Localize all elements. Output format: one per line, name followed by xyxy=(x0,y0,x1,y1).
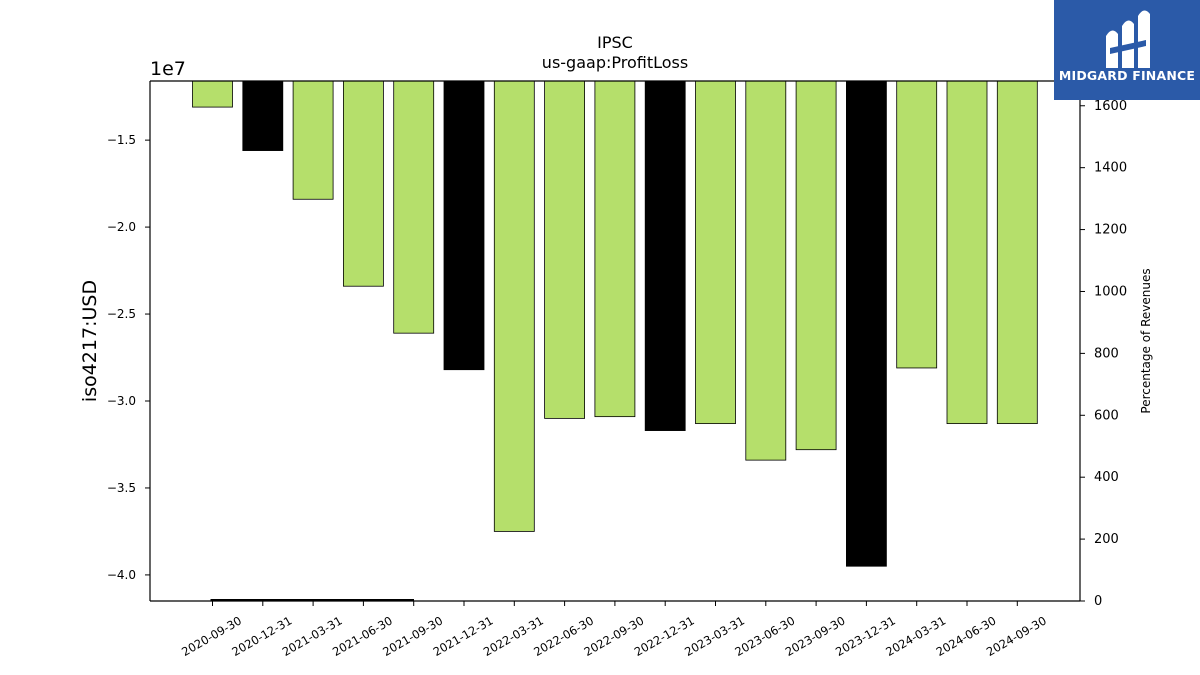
bar xyxy=(192,80,233,108)
bar xyxy=(745,80,787,461)
brand-name: MIDGARD FINANCE xyxy=(1058,68,1196,83)
bar xyxy=(242,80,284,151)
bar xyxy=(594,80,636,418)
y-offset-label: 1e7 xyxy=(150,58,186,80)
bar xyxy=(393,80,435,334)
chart-title: IPSC xyxy=(597,33,633,52)
bar xyxy=(493,80,535,532)
bar xyxy=(695,80,736,425)
y2-tick-label: 0 xyxy=(1094,594,1102,609)
bar xyxy=(795,80,837,451)
y-tick-label: −3.0 xyxy=(107,394,136,408)
y-tick-label: −1.5 xyxy=(107,133,136,147)
bar xyxy=(644,80,686,431)
y2-tick-label: 400 xyxy=(1094,470,1119,485)
y-axis-label: iso4217:USD xyxy=(79,280,101,402)
y-tick-label: −4.0 xyxy=(107,568,136,582)
bar xyxy=(996,80,1038,425)
bar xyxy=(544,80,585,419)
y2-tick-label: 600 xyxy=(1094,408,1119,423)
y2-tick-label: 1200 xyxy=(1094,223,1127,238)
bar xyxy=(846,80,887,567)
bar xyxy=(342,80,384,287)
y2-tick-label: 1400 xyxy=(1094,161,1127,176)
midgard-logo-icon xyxy=(1106,10,1150,69)
y-tick-label: −2.0 xyxy=(107,220,136,234)
chart-subtitle: us-gaap:ProfitLoss xyxy=(541,53,689,72)
bar xyxy=(443,80,485,371)
bar xyxy=(896,80,938,369)
y2-tick-label: 1000 xyxy=(1094,284,1127,299)
y2-tick-label: 800 xyxy=(1094,346,1119,361)
bar xyxy=(292,80,334,200)
y-tick-label: −2.5 xyxy=(107,307,136,321)
bar xyxy=(946,80,988,425)
y2-axis-label: Percentage of Revenues xyxy=(1139,268,1153,413)
y2-tick-label: 200 xyxy=(1094,532,1119,547)
y-tick-label: −3.5 xyxy=(107,481,136,495)
y2-tick-label: 1600 xyxy=(1094,99,1127,114)
brand-logo: MIDGARD FINANCE xyxy=(1054,0,1200,100)
